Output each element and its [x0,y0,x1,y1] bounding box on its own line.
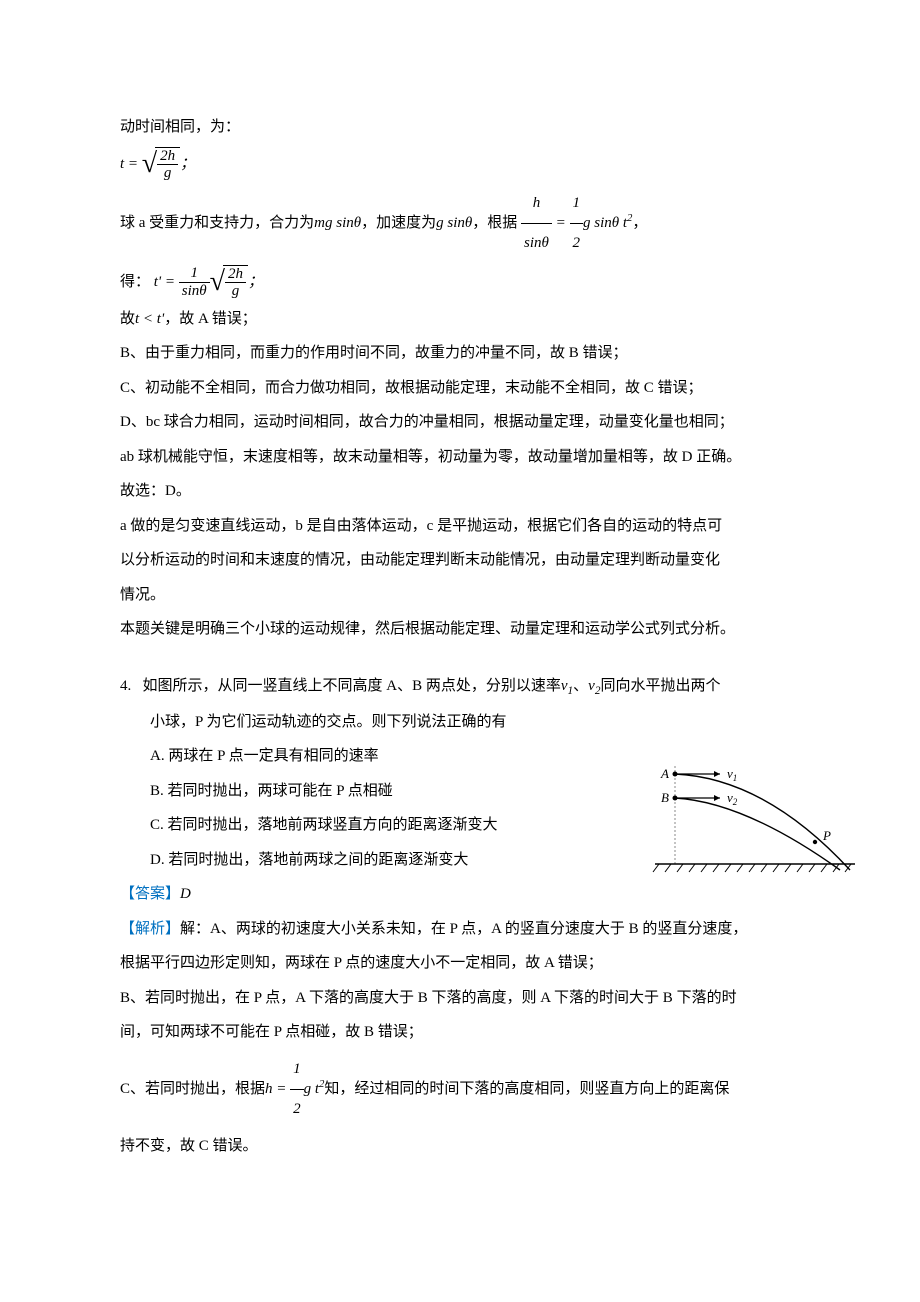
q3-optC: C、初动能不全相同，而合力做功相同，故根据动能定理，末动能不全相同，故 C 错误… [120,371,800,406]
svg-text:B: B [661,790,669,805]
q3-expl3: 情况。 [120,578,800,613]
q4-analysis-A1: 【解析】解：A、两球的初速度大小关系未知，在 P 点，A 的竖直分速度大于 B … [120,912,800,947]
q3-expl4: 本题关键是明确三个小球的运动规律，然后根据动能定理、动量定理和运动学公式列式分析… [120,612,800,647]
q4-stem-1: 4. 如图所示，从同一竖直线上不同高度 A、B 两点处，分别以速率v1、v2同向… [120,669,800,705]
q4-analysis-C2: 持不变，故 C 错误。 [120,1129,800,1164]
q3-expl2: 以分析运动的时间和末速度的情况，由动能定理判断末动能情况，由动量定理判断动量变化 [120,543,800,578]
q3-choose: 故选：D。 [120,474,800,509]
svg-text:A: A [660,766,669,781]
q3-optD1: D、bc 球合力相同，运动时间相同，故合力的冲量相同，根据动量定理，动量变化量也… [120,405,800,440]
q3-line-2: 球 a 受重力和支持力，合力为mg sinθ，加速度为g sinθ，根据 hsi… [120,184,800,263]
q3-formula-1: t = √2hg； [120,145,800,184]
q3-line-1: 动时间相同，为： [120,110,800,145]
q4-analysis-B1: B、若同时抛出，在 P 点，A 下落的高度大于 B 下落的高度，则 A 下落的时… [120,981,800,1016]
svg-text:v2: v2 [727,790,738,807]
q3-optB: B、由于重力相同，而重力的作用时间不同，故重力的冲量不同，故 B 错误； [120,336,800,371]
svg-text:P: P [822,828,831,843]
q4-figure: A B v1 v2 P [645,760,860,880]
q4-answer: 【答案】D [120,877,800,912]
q4-analysis-C1: C、若同时抛出，根据h = 12g t2知，经过相同的时间下落的高度相同，则竖直… [120,1050,800,1129]
spacer [120,647,800,670]
q3-line-4: 故t < t'，故 A 错误； [120,302,800,337]
q3-expl1: a 做的是匀变速直线运动，b 是自由落体运动，c 是平抛运动，根据它们各自的运动… [120,509,800,544]
q4-analysis-A2: 根据平行四边形定则知，两球在 P 点的速度大小不一定相同，故 A 错误； [120,946,800,981]
q3-optD2: ab 球机械能守恒，末速度相等，故末动量相等，初动量为零，故动量增加量相等，故 … [120,440,800,475]
q4-stem-2: 小球，P 为它们运动轨迹的交点。则下列说法正确的有 [120,705,800,740]
page: 动时间相同，为： t = √2hg； 球 a 受重力和支持力，合力为mg sin… [0,0,920,1302]
q3-formula-2: 得： t' = 1sinθ√2hg； [120,263,800,302]
projectile-diagram: A B v1 v2 P [645,760,860,880]
q4-analysis-B2: 间，可知两球不可能在 P 点相碰，故 B 错误； [120,1015,800,1050]
svg-text:v1: v1 [727,766,737,783]
